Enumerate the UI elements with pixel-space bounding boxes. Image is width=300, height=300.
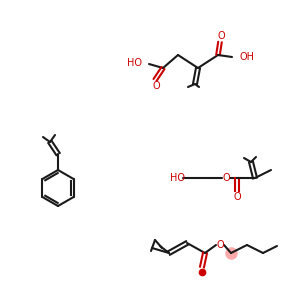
Text: O: O — [216, 240, 224, 250]
Text: OH: OH — [240, 52, 255, 62]
Text: HO: HO — [127, 58, 142, 68]
Text: O: O — [217, 31, 225, 41]
Text: O: O — [152, 81, 160, 91]
Text: O: O — [222, 173, 230, 183]
Text: HO: HO — [170, 173, 185, 183]
Text: O: O — [233, 192, 241, 202]
